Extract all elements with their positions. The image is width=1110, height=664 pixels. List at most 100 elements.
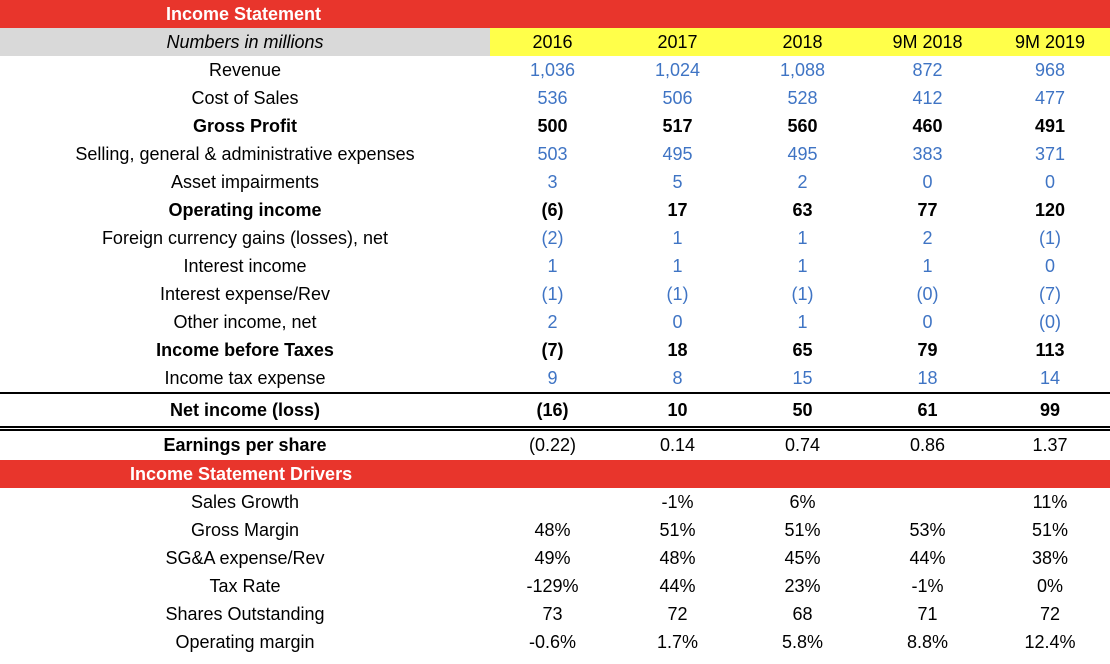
cell-value: 0% xyxy=(1036,575,1063,596)
cell-value: 517 xyxy=(662,115,693,136)
cell-value: 8 xyxy=(672,367,683,388)
cell-value: 65 xyxy=(792,339,813,360)
cell-value: (1) xyxy=(666,283,689,304)
cell-value: 50 xyxy=(792,399,813,420)
cell-value: 120 xyxy=(1034,199,1066,220)
cell-value: 0 xyxy=(1044,255,1055,276)
cell-value: 113 xyxy=(1035,339,1065,360)
cell-value: 72 xyxy=(1039,603,1061,624)
cell-value: 51% xyxy=(784,519,821,540)
cell-value: 23% xyxy=(784,575,821,596)
cell-value: 44% xyxy=(659,575,696,596)
cell-value xyxy=(865,488,990,516)
cell-value: (0) xyxy=(916,283,939,304)
driver-rows: Sales Growth -1% 6% 11% Gross Margin 48% 51% 51… xyxy=(0,488,1110,656)
income-rows: Revenue 1,036 1,024 1,088 872 968 Cost of Sale… xyxy=(0,56,1110,431)
cell-value: 6% xyxy=(789,491,816,512)
row-label: Operating margin xyxy=(175,631,315,652)
table-row: Tax Rate -129% 44% 23% -1% 0% xyxy=(0,572,1110,600)
cell-value: 1,088 xyxy=(779,59,826,80)
cell-value xyxy=(490,488,615,516)
cell-value: 560 xyxy=(787,115,818,136)
cell-value: 5 xyxy=(672,171,683,192)
cell-value: 11% xyxy=(1032,491,1068,512)
drivers-title: Income Statement Drivers xyxy=(130,463,353,484)
row-label: Income before Taxes xyxy=(156,339,334,360)
cell-value: 71 xyxy=(917,603,938,624)
cell-value: 8.8% xyxy=(906,631,949,652)
row-label: Operating income xyxy=(168,199,322,220)
cell-value: 18 xyxy=(667,339,688,360)
cell-value: 495 xyxy=(662,143,693,164)
row-label: Selling, general & administrative expens… xyxy=(75,143,415,164)
cell-value: 72 xyxy=(667,603,688,624)
cell-value: 0 xyxy=(672,311,683,332)
cell-value: (7) xyxy=(1039,283,1061,304)
cell-value: 3 xyxy=(547,171,558,192)
row-label: Revenue xyxy=(208,59,282,80)
cell-value: 99 xyxy=(1039,399,1061,420)
row-label: Sales Growth xyxy=(190,491,300,512)
cell-value: 0.86 xyxy=(909,435,946,455)
row-label: Gross Profit xyxy=(192,115,298,136)
cell-value: (1) xyxy=(1039,227,1061,248)
cell-value: 9 xyxy=(547,367,558,388)
table-row: Cost of Sales 536 506 528 412 477 xyxy=(0,84,1110,112)
cell-value: 1 xyxy=(797,255,808,276)
table-row: Gross Margin 48% 51% 51% 53% 51% xyxy=(0,516,1110,544)
cell-value: 1 xyxy=(672,255,683,276)
cell-value: 48% xyxy=(534,519,571,540)
period-header: 2017 xyxy=(615,28,740,56)
cell-value: 1 xyxy=(672,227,683,248)
drivers-title-bar: Income Statement Drivers xyxy=(0,460,1110,488)
table-row: Net income (loss) (16) 10 50 61 99 xyxy=(0,394,1110,431)
cell-value: 44% xyxy=(909,547,946,568)
cell-value: 38% xyxy=(1031,547,1069,568)
cell-value: 12.4% xyxy=(1024,631,1076,652)
row-label: Earnings per share xyxy=(163,435,327,455)
row-label: Cost of Sales xyxy=(191,87,299,108)
cell-value: 48% xyxy=(659,547,696,568)
title-bar: Income Statement xyxy=(0,0,1110,28)
row-label: Net income (loss) xyxy=(169,399,321,420)
table-row: Interest expense/Rev (1) (1) (1) (0) (7) xyxy=(0,280,1110,308)
cell-value: 371 xyxy=(1034,143,1066,164)
cell-value: (0) xyxy=(1039,311,1061,332)
cell-value: 1 xyxy=(922,255,933,276)
cell-value: 460 xyxy=(912,115,943,136)
units-label: Numbers in millions xyxy=(0,28,490,56)
table-row: Interest income 1 1 1 1 0 xyxy=(0,252,1110,280)
cell-value: 0 xyxy=(922,171,933,192)
row-label: Interest expense/Rev xyxy=(159,283,331,304)
cell-value: 63 xyxy=(792,199,813,220)
period-header: 9M 2018 xyxy=(865,28,990,56)
cell-value: 68 xyxy=(792,603,813,624)
cell-value: 412 xyxy=(912,87,943,108)
cell-value: 536 xyxy=(537,87,568,108)
cell-value: 383 xyxy=(912,143,943,164)
cell-value: 53% xyxy=(909,519,946,540)
cell-value: 73 xyxy=(542,603,563,624)
cell-value: 51% xyxy=(1031,519,1069,540)
row-label: Gross Margin xyxy=(190,519,300,540)
eps-row: Earnings per share (0.22) 0.14 0.74 0.86… xyxy=(0,431,1110,460)
cell-value: 49% xyxy=(534,547,571,568)
table-row: Income before Taxes (7) 18 65 79 113 xyxy=(0,336,1110,364)
table-row: SG&A expense/Rev 49% 48% 45% 44% 38% xyxy=(0,544,1110,572)
cell-value: 1.37 xyxy=(1032,435,1068,455)
cell-value: 528 xyxy=(787,87,818,108)
period-header: 9M 2019 xyxy=(990,28,1110,56)
cell-value: 872 xyxy=(912,59,943,80)
row-label: Interest income xyxy=(183,255,307,276)
cell-value: 1,024 xyxy=(654,59,701,80)
row-label: Shares Outstanding xyxy=(165,603,325,624)
cell-value: 10 xyxy=(667,399,688,420)
cell-value: 15 xyxy=(792,367,813,388)
table-row: Income tax expense 9 8 15 18 14 xyxy=(0,364,1110,394)
row-label: Income tax expense xyxy=(164,367,326,388)
table-row: Revenue 1,036 1,024 1,088 872 968 xyxy=(0,56,1110,84)
row-label: Tax Rate xyxy=(209,575,281,596)
row-label: Other income, net xyxy=(173,311,317,332)
cell-value: 1.7% xyxy=(656,631,699,652)
